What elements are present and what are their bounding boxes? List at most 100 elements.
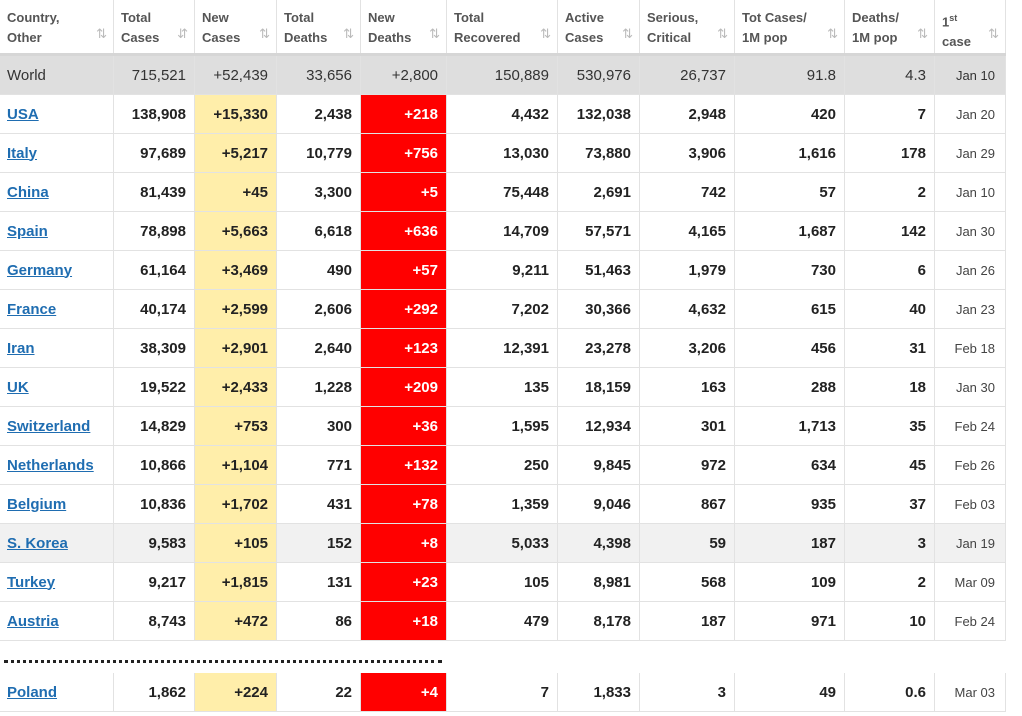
cell-new-cases: +5,663 <box>195 212 277 250</box>
header-total-deaths[interactable]: Total Deaths ⇅ <box>277 0 361 53</box>
cell-new-deaths: +292 <box>361 290 447 328</box>
cell-country[interactable]: Italy <box>0 134 114 172</box>
cell-deaths-per-1m: 6 <box>845 251 935 289</box>
country-link[interactable]: Switzerland <box>7 417 91 435</box>
cell-serious-critical: 301 <box>640 407 735 445</box>
country-link[interactable]: UK <box>7 378 29 396</box>
cell-total-recovered: 1,359 <box>447 485 558 523</box>
cell-active-cases: 73,880 <box>558 134 640 172</box>
header-deaths-per-1m[interactable]: Deaths/1M pop ⇅ <box>845 0 935 53</box>
country-link[interactable]: Poland <box>7 683 58 701</box>
header-new-cases[interactable]: New Cases ⇅ <box>195 0 277 53</box>
cell-deaths-per-1m: 2 <box>845 173 935 211</box>
sort-icon[interactable]: ⇅ <box>540 26 551 41</box>
sort-icon[interactable]: ⇵ <box>177 26 188 41</box>
cell-country[interactable]: Spain <box>0 212 114 250</box>
header-cases-per-1m[interactable]: Tot Cases/1M pop ⇅ <box>735 0 845 53</box>
header-active-cases[interactable]: Active Cases ⇅ <box>558 0 640 53</box>
cell-total-cases: 1,862 <box>114 673 195 711</box>
cell-first-case: Mar 03 <box>935 673 1006 711</box>
cell-total-deaths: 431 <box>277 485 361 523</box>
cell-new-cases: +1,702 <box>195 485 277 523</box>
cell-country[interactable]: Belgium <box>0 485 114 523</box>
country-link[interactable]: S. Korea <box>7 534 68 552</box>
table-row: Turkey 9,217 +1,815 131 +23 105 8,981 568 109 2 Ma… <box>0 563 1006 602</box>
country-link[interactable]: Spain <box>7 222 48 240</box>
country-link[interactable]: Turkey <box>7 573 56 591</box>
header-deaths-per-1m-line1: Deaths/ <box>852 10 899 25</box>
cell-country: World <box>0 56 114 94</box>
header-new-cases-line2: Cases <box>202 30 241 45</box>
header-serious-critical[interactable]: Serious, Critical ⇅ <box>640 0 735 53</box>
header-total-cases[interactable]: Total Cases ⇵ <box>114 0 195 53</box>
cell-total-deaths: 300 <box>277 407 361 445</box>
cell-first-case: Jan 30 <box>935 368 1006 406</box>
cell-deaths-per-1m: 142 <box>845 212 935 250</box>
cell-active-cases: 530,976 <box>558 56 640 94</box>
cell-serious-critical: 3,206 <box>640 329 735 367</box>
table-row: Switzerland 14,829 +753 300 +36 1,595 12,934 30… <box>0 407 1006 446</box>
cell-country[interactable]: France <box>0 290 114 328</box>
cell-country[interactable]: Switzerland <box>0 407 114 445</box>
header-country[interactable]: Country, Other ⇅ <box>0 0 114 53</box>
cell-country[interactable]: Turkey <box>0 563 114 601</box>
cell-country[interactable]: USA <box>0 95 114 133</box>
country-link[interactable]: Italy <box>7 144 38 162</box>
cell-country[interactable]: Iran <box>0 329 114 367</box>
sort-icon[interactable]: ⇅ <box>343 26 354 41</box>
table-row: Poland 1,862 +224 22 +4 7 1,833 3 49 0.6 Mar 03 <box>0 673 1006 712</box>
cell-total-cases: 81,439 <box>114 173 195 211</box>
cell-first-case: Jan 20 <box>935 95 1006 133</box>
sort-icon[interactable]: ⇅ <box>96 26 107 41</box>
table-row: UK 19,522 +2,433 1,228 +209 135 18,159 163 288 18… <box>0 368 1006 407</box>
header-total-recovered[interactable]: Total Recovered ⇅ <box>447 0 558 53</box>
header-serious-critical-line2: Critical <box>647 30 692 45</box>
cell-deaths-per-1m: 37 <box>845 485 935 523</box>
cell-country[interactable]: Netherlands <box>0 446 114 484</box>
cell-serious-critical: 163 <box>640 368 735 406</box>
header-country-line2: Other <box>7 30 42 45</box>
table-row: Italy 97,689 +5,217 10,779 +756 13,030 73,880 3… <box>0 134 1006 173</box>
cell-new-deaths: +23 <box>361 563 447 601</box>
header-first-case[interactable]: 1st case ⇅ <box>935 0 1006 53</box>
country-link[interactable]: Iran <box>7 339 35 357</box>
cell-country[interactable]: Austria <box>0 602 114 640</box>
sort-icon[interactable]: ⇅ <box>259 26 270 41</box>
header-new-deaths-line2: Deaths <box>368 30 412 45</box>
cell-active-cases: 1,833 <box>558 673 640 711</box>
cell-new-cases: +2,599 <box>195 290 277 328</box>
sort-icon[interactable]: ⇅ <box>429 26 440 41</box>
cell-total-cases: 61,164 <box>114 251 195 289</box>
country-link[interactable]: China <box>7 183 49 201</box>
country-link[interactable]: Netherlands <box>7 456 94 474</box>
country-link[interactable]: USA <box>7 105 39 123</box>
sort-icon[interactable]: ⇅ <box>917 26 928 41</box>
cell-first-case: Jan 10 <box>935 173 1006 211</box>
cell-cases-per-1m: 57 <box>735 173 845 211</box>
header-new-deaths[interactable]: New Deaths ⇅ <box>361 0 447 53</box>
sort-icon[interactable]: ⇅ <box>717 26 728 41</box>
sort-icon[interactable]: ⇅ <box>988 26 999 41</box>
cell-total-cases: 19,522 <box>114 368 195 406</box>
cell-country[interactable]: UK <box>0 368 114 406</box>
cell-new-cases: +45 <box>195 173 277 211</box>
cell-serious-critical: 568 <box>640 563 735 601</box>
sort-icon[interactable]: ⇅ <box>622 26 633 41</box>
table-row: France 40,174 +2,599 2,606 +292 7,202 30,366 4,… <box>0 290 1006 329</box>
cell-total-recovered: 12,391 <box>447 329 558 367</box>
cell-country[interactable]: Poland <box>0 673 114 711</box>
cell-deaths-per-1m: 35 <box>845 407 935 445</box>
cell-total-deaths: 6,618 <box>277 212 361 250</box>
cell-country[interactable]: Germany <box>0 251 114 289</box>
country-link[interactable]: France <box>7 300 57 318</box>
cell-serious-critical: 187 <box>640 602 735 640</box>
cell-country[interactable]: China <box>0 173 114 211</box>
table-row: USA 138,908 +15,330 2,438 +218 4,432 132,038 2,… <box>0 95 1006 134</box>
cell-country[interactable]: S. Korea <box>0 524 114 562</box>
cell-total-recovered: 105 <box>447 563 558 601</box>
cell-total-recovered: 13,030 <box>447 134 558 172</box>
country-link[interactable]: Belgium <box>7 495 67 513</box>
sort-icon[interactable]: ⇅ <box>827 26 838 41</box>
country-link[interactable]: Austria <box>7 612 59 630</box>
country-link[interactable]: Germany <box>7 261 73 279</box>
